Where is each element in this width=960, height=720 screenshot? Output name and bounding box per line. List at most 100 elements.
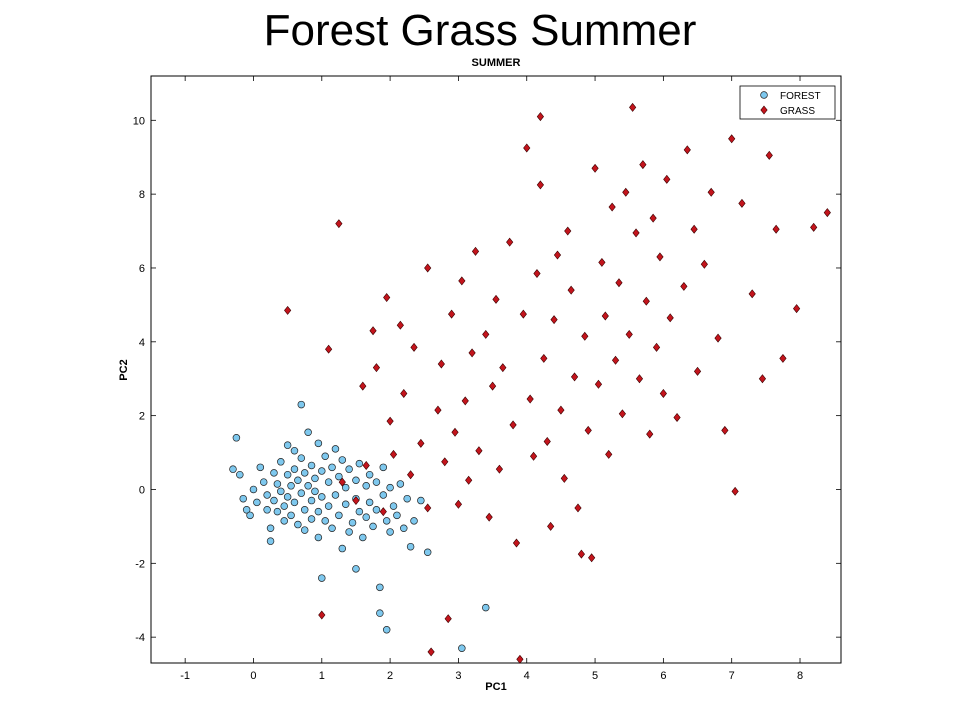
grass-point (536, 180, 544, 190)
forest-point (328, 463, 336, 472)
forest-point (242, 506, 251, 514)
x-tick-label: 4 (524, 670, 530, 682)
grass-point (352, 496, 360, 506)
axis-ticks: -1 0 1 2 3 4 5 6 7 8 -4 -2 0 2 4 6 8 10 (133, 76, 841, 682)
data-points (229, 102, 831, 664)
grass-point (383, 293, 391, 302)
grass-point (557, 405, 565, 415)
forest-point (386, 483, 394, 492)
x-tick-label: -1 (180, 670, 190, 682)
forest-point (263, 506, 271, 514)
forest-point (290, 446, 299, 455)
grass-point (553, 250, 562, 260)
grass-point (690, 224, 698, 234)
forest-point (362, 513, 370, 521)
grass-point (663, 174, 671, 184)
grass-point (410, 342, 418, 352)
grass-point (547, 521, 555, 531)
grass-point (581, 331, 589, 341)
grass-point (632, 228, 640, 238)
forest-point (417, 496, 425, 505)
grass-point (594, 379, 603, 389)
chart-title: SUMMER (472, 57, 521, 69)
forest-point (328, 524, 336, 532)
grass-point (386, 416, 394, 426)
grass-point (666, 313, 674, 323)
y-tick-label: 0 (139, 484, 145, 496)
y-axis-label: PC2 (118, 359, 130, 380)
forest-point (335, 511, 343, 520)
grass-point (618, 409, 626, 419)
forest-point (382, 626, 391, 634)
forest-point (406, 542, 415, 551)
forest-point (297, 489, 306, 497)
grass-point (639, 160, 647, 170)
forest-point (300, 526, 309, 534)
forest-point (318, 467, 326, 475)
forest-point (482, 603, 490, 612)
legend-label: FOREST (780, 91, 821, 102)
grass-point (338, 477, 346, 487)
forest-point (256, 463, 265, 472)
forest-point (400, 524, 408, 532)
grass-point (488, 381, 497, 391)
forest-point (229, 465, 237, 473)
forest-point (458, 644, 466, 652)
grass-point (451, 427, 459, 437)
grass-point (642, 296, 650, 306)
grass-point (396, 320, 404, 330)
grass-point (471, 246, 480, 256)
grass-point (564, 226, 572, 236)
forest-point (369, 522, 377, 531)
grass-point (512, 538, 521, 548)
grass-point (772, 224, 780, 234)
y-tick-label: 6 (139, 263, 145, 275)
forest-point (273, 480, 282, 488)
forest-point (283, 470, 292, 479)
grass-point (748, 289, 756, 299)
grass-point (437, 359, 445, 369)
grass-point (509, 420, 517, 430)
grass-point (758, 374, 767, 384)
grass-point (635, 374, 644, 384)
grass-point (707, 187, 715, 197)
forest-point (246, 511, 254, 520)
grass-point (424, 263, 432, 273)
forest-point (266, 524, 275, 532)
grass-point (533, 269, 541, 278)
forest-point (300, 506, 309, 514)
grass-point (601, 311, 609, 321)
forest-point (359, 533, 367, 542)
grass-point (495, 464, 504, 474)
forest-point (300, 469, 309, 477)
forest-point (277, 458, 285, 466)
grass-point (608, 202, 616, 212)
y-tick-label: 2 (139, 411, 145, 423)
grass-point (284, 305, 292, 315)
forest-point (376, 583, 384, 592)
forest-point (335, 472, 343, 481)
grass-point (629, 102, 637, 112)
grass-point (823, 208, 831, 218)
forest-point (321, 517, 329, 525)
grass-point (400, 389, 408, 398)
forest-point (253, 498, 261, 507)
grass-point (765, 150, 773, 160)
forest-point (277, 487, 285, 496)
legend: FOREST GRASS (739, 85, 836, 120)
grass-point (325, 344, 333, 354)
forest-point (283, 493, 292, 501)
forest-point (304, 428, 312, 437)
grass-point (673, 413, 681, 422)
forest-point (249, 485, 258, 494)
grass-point (721, 425, 729, 435)
grass-point (570, 372, 579, 382)
forest-point (307, 515, 316, 523)
grass-point (441, 457, 449, 467)
y-tick-label: 8 (139, 189, 145, 201)
grass-point (659, 389, 667, 398)
grass-point (700, 259, 708, 269)
grass-point (519, 309, 527, 319)
forest-point (273, 507, 282, 516)
forest-point (389, 502, 398, 510)
